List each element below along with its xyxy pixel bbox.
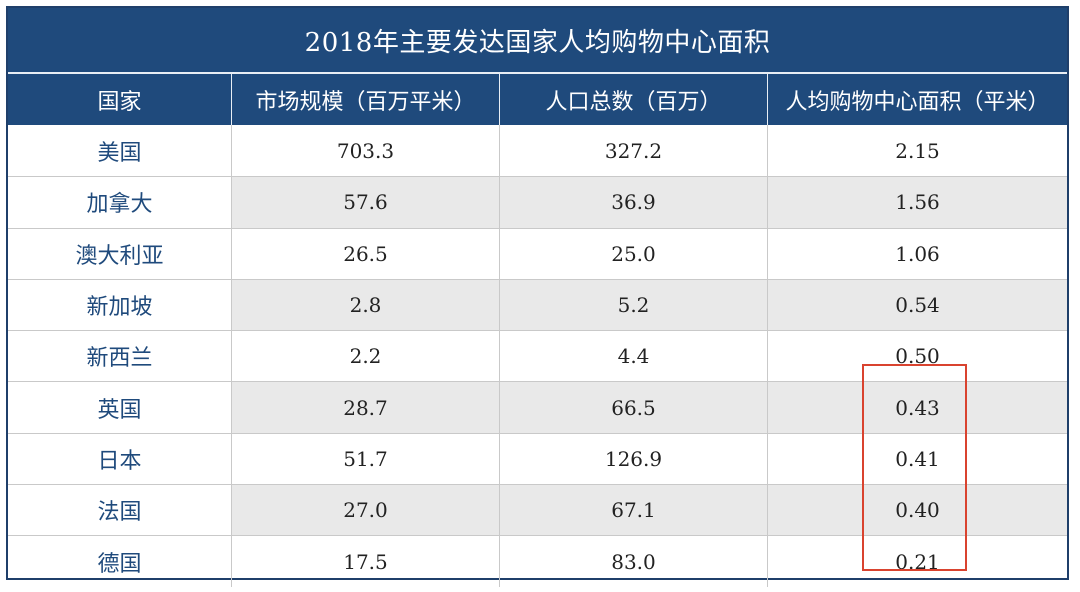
market-size-cell: 26.5: [232, 228, 500, 279]
table-row: 加拿大 57.6 36.9 1.56: [8, 176, 1067, 228]
population-cell: 126.9: [500, 433, 768, 485]
table-row: 美国 703.3 327.2 2.15: [8, 125, 1067, 177]
per-capita-cell: 1.06: [895, 241, 940, 266]
country-cell: 日本: [8, 433, 232, 485]
header-market-size: 市场规模（百万平米）: [232, 74, 500, 125]
country-cell: 澳大利亚: [8, 228, 232, 279]
country-cell: 加拿大: [8, 177, 232, 228]
header-country: 国家: [8, 74, 232, 125]
population-cell: 66.5: [500, 382, 768, 433]
per-capita-cell: 2.15: [895, 138, 940, 163]
market-size-cell: 2.2: [232, 331, 500, 382]
table-row: 德国 17.5 83.0 0.21: [8, 535, 1067, 587]
per-capita-cell: 0.40: [768, 485, 1067, 536]
country-cell: 新加坡: [8, 279, 232, 331]
population-cell: 327.2: [500, 125, 768, 177]
market-size-cell: 17.5: [232, 536, 500, 587]
table-body: 美国 703.3 327.2 2.15 加拿大 57.6 36.9 1.56 澳…: [8, 125, 1067, 587]
population-cell: 4.4: [500, 331, 768, 382]
per-capita-cell: 0.54: [768, 279, 1067, 331]
population-cell: 36.9: [500, 177, 768, 228]
table-row: 法国 27.0 67.1 0.40: [8, 484, 1067, 536]
population-cell: 83.0: [500, 536, 768, 587]
table-row: 新加坡 2.8 5.2 0.54: [8, 278, 1067, 331]
market-size-cell: 51.7: [232, 433, 500, 485]
country-cell: 法国: [8, 485, 232, 536]
country-cell: 德国: [8, 536, 232, 587]
header-per-capita-area: 人均购物中心面积（平米）: [785, 89, 1050, 115]
per-capita-cell: 0.43: [768, 382, 1067, 433]
table-row: 新西兰 2.2 4.4 0.50: [8, 330, 1067, 382]
country-cell: 英国: [8, 382, 232, 433]
table-header-row: 国家 市场规模（百万平米） 人口总数（百万） 人均购物中心面积（平米）: [8, 72, 1067, 125]
market-size-cell: 703.3: [232, 125, 500, 177]
per-capita-cell: 1.56: [768, 177, 1067, 228]
per-capita-cell: 0.41: [895, 446, 940, 471]
market-size-cell: 28.7: [232, 382, 500, 433]
header-population: 人口总数（百万）: [500, 74, 768, 125]
population-cell: 67.1: [500, 485, 768, 536]
table-row: 日本 51.7 126.9 0.41: [8, 432, 1067, 485]
population-cell: 25.0: [500, 228, 768, 279]
market-size-cell: 27.0: [232, 485, 500, 536]
market-size-cell: 2.8: [232, 279, 500, 331]
country-cell: 美国: [8, 125, 232, 177]
per-capita-cell: 0.50: [895, 344, 940, 369]
country-cell: 新西兰: [8, 331, 232, 382]
table-row: 澳大利亚 26.5 25.0 1.06: [8, 227, 1067, 279]
table-row: 英国 28.7 66.5 0.43: [8, 381, 1067, 433]
table-title: 2018年主要发达国家人均购物中心面积: [8, 8, 1067, 72]
population-cell: 5.2: [500, 279, 768, 331]
data-table: 2018年主要发达国家人均购物中心面积 国家 市场规模（百万平米） 人口总数（百…: [6, 6, 1069, 587]
market-size-cell: 57.6: [232, 177, 500, 228]
per-capita-cell: 0.21: [895, 549, 940, 574]
